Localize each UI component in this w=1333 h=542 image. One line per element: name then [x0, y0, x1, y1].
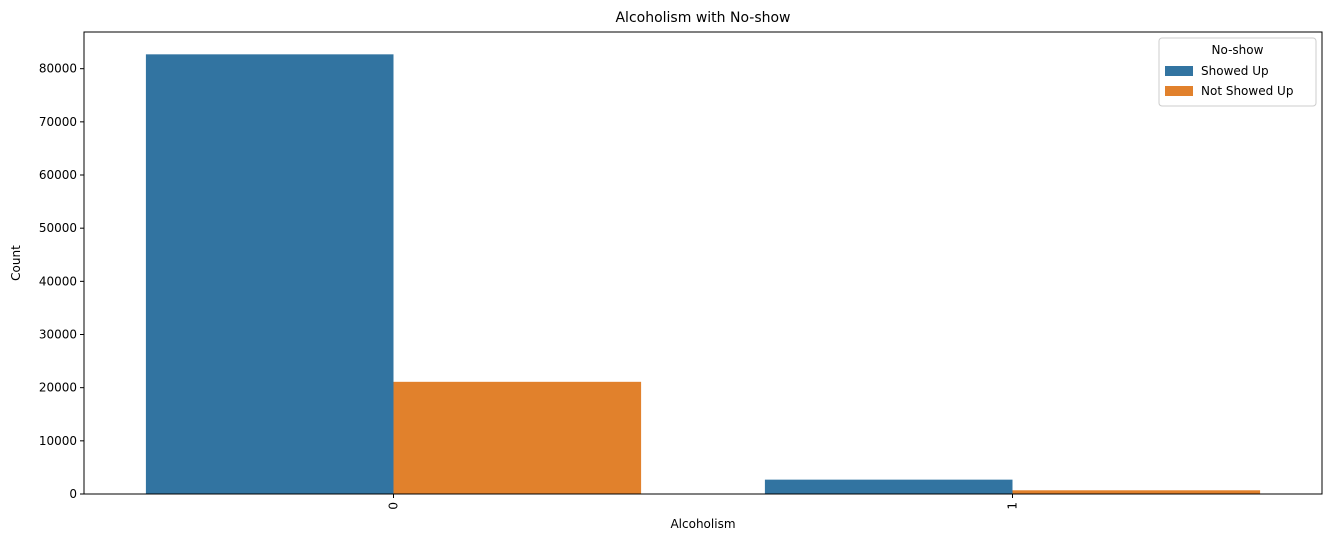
y-tick-label: 40000: [39, 274, 77, 288]
plot-border: [83, 31, 1323, 495]
y-axis-ticks: 0 10000 20000 30000 40000 50000 60000 70000 8000…: [39, 62, 84, 501]
y-tick-label: 50000: [39, 221, 77, 235]
chart-title: Alcoholism with No-show: [615, 10, 790, 26]
legend-title: No-show: [1212, 43, 1264, 57]
x-axis-label: Alcoholism: [670, 517, 735, 531]
y-tick-label: 70000: [39, 115, 77, 129]
y-tick-label: 20000: [39, 381, 77, 395]
y-tick-label: 80000: [39, 62, 77, 76]
bar-showed-up-0: [145, 54, 394, 495]
x-tick-label: 0: [387, 502, 401, 510]
legend-swatch: [1165, 86, 1193, 96]
bar-showed-up-1: [764, 479, 1013, 494]
y-tick-label: 60000: [39, 168, 77, 182]
y-axis-label: Count: [9, 245, 23, 281]
bar-not-showed-up-1: [1012, 490, 1261, 494]
y-tick-label: 10000: [39, 434, 77, 448]
legend-items: Showed Up Not Showed Up: [1165, 64, 1293, 98]
plot-frame: [83, 31, 1323, 495]
bars-group: [145, 54, 1261, 495]
legend-box: [1158, 37, 1317, 107]
legend: No-show Showed Up Not Showed Up: [1158, 37, 1317, 107]
y-tick-label: 0: [69, 487, 77, 501]
legend-entry: Not Showed Up: [1201, 84, 1293, 98]
legend-entry: Showed Up: [1201, 64, 1269, 78]
x-tick-label: 1: [1006, 502, 1020, 510]
y-tick-label: 30000: [39, 328, 77, 342]
legend-swatch: [1165, 66, 1193, 76]
bar-not-showed-up-0: [393, 381, 642, 494]
